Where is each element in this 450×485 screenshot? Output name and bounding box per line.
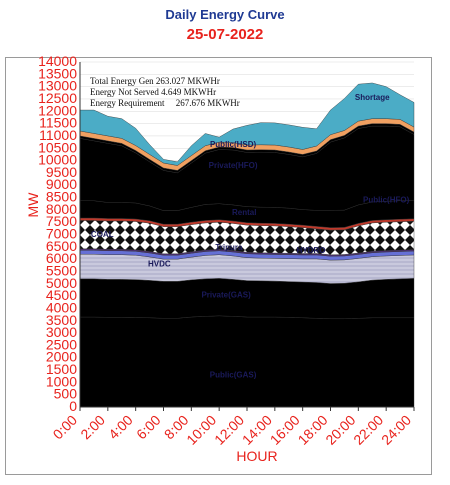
info-box: Total Energy Gen 263.027 MKWHr Energy No…: [90, 76, 240, 108]
series-label-coal: COAL: [91, 230, 114, 239]
series-label-hydro: HYDRO: [297, 246, 326, 255]
x-axis-title: HOUR: [236, 448, 277, 464]
y-tick-10500: 10500: [38, 139, 77, 155]
y-tick-9500: 9500: [46, 164, 77, 180]
x-tick-12-00: 12:00: [211, 412, 247, 448]
y-tick-10000: 10000: [38, 152, 77, 168]
area-coal: [79, 220, 415, 255]
x-tick-18-00: 18:00: [295, 412, 331, 448]
x-tick-24-00: 24:00: [378, 412, 414, 448]
y-tick-labels: 0500100015002000250030003500400045005000…: [38, 53, 77, 414]
x-tick-2-00: 2:00: [77, 412, 108, 443]
x-tick-4-00: 4:00: [105, 412, 136, 443]
x-tick-22-00: 22:00: [350, 412, 386, 448]
area-public-gas: [79, 315, 415, 408]
y-tick-7500: 7500: [46, 213, 77, 229]
area-hvdc: [79, 254, 415, 284]
series-label-public-gas: Public(GAS): [210, 370, 257, 379]
area-shortage: [79, 82, 415, 166]
x-tick-10-00: 10:00: [183, 412, 219, 448]
energy-not-served-text: Energy Not Served 4.649 MKWHr: [90, 87, 216, 97]
x-tick-labels: 0:002:004:006:008:0010:0012:0014:0016:00…: [50, 407, 415, 448]
y-tick-6500: 6500: [46, 238, 77, 254]
series-label-private-hfo: Private(HFO): [209, 161, 258, 170]
y-tick-1000: 1000: [46, 373, 77, 389]
y-tick-9000: 9000: [46, 176, 77, 192]
y-tick-13000: 13000: [38, 78, 77, 94]
y-tick-2500: 2500: [46, 336, 77, 352]
y-tick-12000: 12000: [38, 102, 77, 118]
y-tick-3000: 3000: [46, 324, 77, 340]
series-label-tripura: Tripura: [215, 243, 243, 252]
series-label-public-hfo: Public(HFO): [363, 195, 410, 204]
y-tick-6000: 6000: [46, 250, 77, 266]
y-tick-12500: 12500: [38, 90, 77, 106]
series-label-private-gas: Private(GAS): [201, 290, 251, 299]
y-tick-2000: 2000: [46, 349, 77, 365]
y-tick-5500: 5500: [46, 262, 77, 278]
y-tick-11000: 11000: [39, 127, 77, 143]
area-series: [79, 82, 415, 408]
x-tick-16-00: 16:00: [267, 412, 303, 448]
y-axis-title: MW: [25, 192, 41, 218]
y-tick-3500: 3500: [46, 312, 77, 328]
y-tick-7000: 7000: [46, 226, 77, 242]
y-tick-4000: 4000: [46, 299, 77, 315]
energy-requirement-text: Energy Requirement 267.676 MKWHr: [90, 98, 240, 108]
series-label-public-hsd: Public(HSD): [210, 140, 257, 149]
chart-frame: [5, 57, 432, 475]
series-label-shortage: Shortage: [355, 93, 390, 102]
y-tick-14000: 14000: [38, 53, 77, 69]
y-tick-8500: 8500: [46, 189, 77, 205]
chart-subtitle: 25-07-2022: [186, 26, 264, 43]
y-tick-0: 0: [69, 398, 77, 414]
y-tick-500: 500: [54, 386, 78, 402]
y-tick-1500: 1500: [46, 361, 77, 377]
x-tick-20-00: 20:00: [322, 412, 358, 448]
x-tick-6-00: 6:00: [133, 412, 164, 443]
y-tick-8000: 8000: [46, 201, 77, 217]
y-tick-5000: 5000: [46, 275, 77, 291]
y-tick-4500: 4500: [46, 287, 77, 303]
series-labels: Shortage Public(HSD) Private(HFO) Public(HF…: [91, 93, 410, 379]
chart-title: Daily Energy Curve: [165, 7, 285, 22]
series-label-rental: Rental: [232, 208, 256, 217]
y-tick-13500: 13500: [38, 65, 77, 81]
y-tick-11500: 11500: [39, 115, 77, 131]
series-label-hvdc: HVDC: [148, 260, 171, 269]
x-tick-14-00: 14:00: [239, 412, 275, 448]
x-tick-0-00: 0:00: [50, 412, 81, 443]
total-energy-gen-text: Total Energy Gen 263.027 MKWHr: [90, 76, 220, 86]
